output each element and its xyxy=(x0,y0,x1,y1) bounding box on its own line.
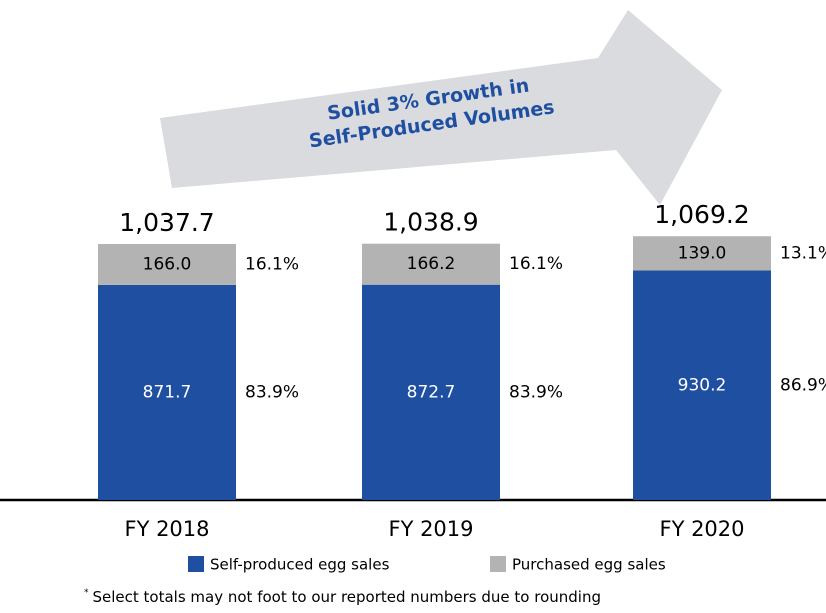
value-label: 930.2 xyxy=(678,375,727,395)
value-label: 139.0 xyxy=(678,243,727,263)
x-tick-label: FY 2018 xyxy=(124,517,209,541)
bar-segment xyxy=(98,284,236,500)
share-label: 16.1% xyxy=(509,254,563,274)
share-label: 16.1% xyxy=(245,254,299,274)
bar-segment xyxy=(633,270,771,500)
footnote-mark: * xyxy=(84,588,89,598)
x-tick-label: FY 2019 xyxy=(388,517,473,541)
bar-segment xyxy=(362,284,500,500)
total-label: 1,037.7 xyxy=(119,208,214,237)
bar-segment xyxy=(362,243,500,285)
value-label: 166.0 xyxy=(143,254,192,274)
legend-label: Purchased egg sales xyxy=(512,556,666,574)
legend-swatch xyxy=(490,556,506,572)
legend-label: Self-produced egg sales xyxy=(210,556,390,574)
share-label: 83.9% xyxy=(245,382,299,402)
bar-segment xyxy=(633,236,771,271)
growth-arrow xyxy=(160,10,722,205)
footnote-text: Select totals may not foot to our report… xyxy=(93,588,602,606)
total-label: 1,069.2 xyxy=(654,200,749,229)
value-label: 871.7 xyxy=(143,382,192,402)
value-label: 872.7 xyxy=(407,382,456,402)
share-label: 86.9% xyxy=(780,375,826,395)
x-tick-label: FY 2020 xyxy=(659,517,744,541)
share-label: 13.1% xyxy=(780,243,826,263)
legend-swatch xyxy=(188,556,204,572)
footnote: * Select totals may not foot to our repor… xyxy=(84,588,601,606)
bar-segment xyxy=(98,243,236,285)
value-label: 166.2 xyxy=(407,254,456,274)
total-label: 1,038.9 xyxy=(383,208,478,237)
share-label: 83.9% xyxy=(509,382,563,402)
